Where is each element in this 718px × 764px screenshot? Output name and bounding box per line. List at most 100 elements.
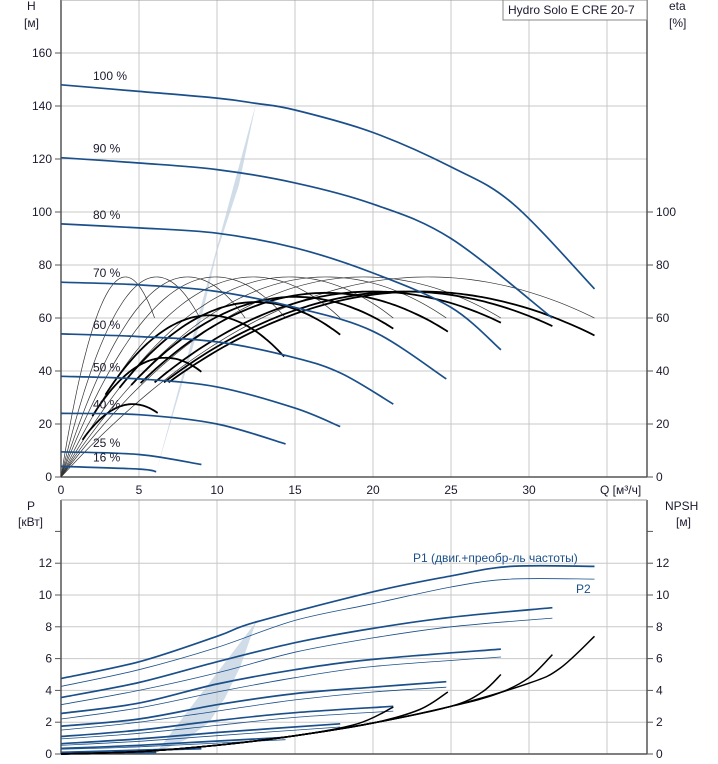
eta-curve [118,301,341,389]
head-y-tick-label: 60 [39,311,53,325]
head-y2-tick-label: 100 [656,205,676,219]
head-curve [60,223,502,351]
head-y2-tick-label: 0 [656,470,663,484]
y-axis-unit-p: [кВт] [18,515,43,529]
p1-curve [60,648,501,715]
speed-label: 16 % [93,450,121,464]
head-y2-tick-label: 40 [656,364,670,378]
eta-curve-thin [60,276,155,478]
p1-curve [60,606,553,699]
power-y-tick-label: 0 [45,747,52,761]
head-y-tick-label: 20 [39,417,53,431]
head-y-tick-label: 140 [32,99,52,113]
head-y-tick-label: 0 [45,470,52,484]
chart-title: Hydro Solo E CRE 20-7 [508,3,635,17]
speed-label: 60 % [93,318,121,332]
head-curve [60,281,447,380]
power-y2-tick-label: 0 [656,747,663,761]
power-y-tick-label: 10 [39,588,53,602]
x-tick-label: 30 [522,483,536,497]
x-tick-label: 0 [58,483,65,497]
head-curve [60,465,157,473]
head-curve [60,156,553,319]
power-y2-tick-label: 10 [656,588,670,602]
speed-label: 90 % [93,142,121,156]
head-curve [60,83,596,290]
p2-curve [60,686,447,731]
power-y-tick-label: 12 [39,556,53,570]
npsh-curve [60,691,449,755]
x-tick-label: 25 [444,483,458,497]
eta-curve [163,290,553,384]
p2-curve [60,578,595,687]
p2-curve [60,710,394,740]
head-y-tick-label: 120 [32,152,52,166]
eta-curve-thin [60,276,201,478]
head-y-tick-label: 40 [39,364,53,378]
p2-curve [60,656,501,720]
speed-label: 70 % [93,266,121,280]
eta-curve-thin [60,276,595,478]
power-y-tick-label: 4 [45,683,52,697]
title-box: Hydro Solo E CRE 20-7 [502,0,648,21]
power-y-tick-label: 8 [45,620,52,634]
power-y2-tick-label: 8 [656,620,663,634]
power-y2-tick-label: 12 [656,556,670,570]
head-y-tick-label: 80 [39,258,53,272]
head-efficiency-plot: 0 20 40 60 80 100 120 140 160 0 20 40 60 80 100 0 5 10 15 2… [32,0,676,497]
eta-curve [130,295,394,386]
head-y-tick-label: 100 [32,205,52,219]
x-axis-label-q: Q [м³/ч] [600,483,641,497]
y2-axis-label-eta: eta [669,0,686,13]
head-y2-tick-label: 20 [656,417,670,431]
eta-curve-thin [60,276,394,478]
p2-curve [60,726,341,746]
power-y-tick-label: 6 [45,652,52,666]
p1-curve [60,680,447,728]
npsh-curve [60,635,596,755]
eta-curve [154,290,502,384]
power-y-tick-label: 2 [45,715,52,729]
head-curve [60,333,394,405]
speed-label: 25 % [93,436,121,450]
head-y-tick-label: 160 [32,46,52,60]
y2-axis-unit-eta: [%] [669,16,686,30]
eta-curve [81,403,159,441]
speed-label: 50 % [93,360,121,374]
p1-curve [60,564,595,680]
y-axis-label-h: H [27,0,36,13]
head-y2-tick-label: 60 [656,311,670,325]
head-curve [60,375,341,428]
eta-curve [168,290,595,384]
power-y2-tick-label: 4 [656,683,663,697]
y2-axis-label-npsh: NPSH [665,499,698,513]
speed-label: 40 % [93,397,121,411]
y-axis-label-p: P [27,499,35,513]
p1-curve [60,736,286,750]
x-tick-label: 10 [210,483,224,497]
p1-curve [60,722,341,745]
power-y2-tick-label: 6 [656,652,663,666]
p2-annotation: P2 [576,582,591,596]
eta-curve-thin [60,276,447,478]
eta-curve-thin [60,276,246,478]
x-tick-label: 15 [288,483,302,497]
power-npsh-plot: 0 2 4 6 8 10 12 0 2 4 6 8 10 12 [39,499,670,761]
head-curve [60,450,202,466]
speed-label: 80 % [93,208,121,222]
y2-axis-unit-npsh: [м] [676,515,691,529]
eta-curve-thin [60,276,286,478]
p2-curve [60,617,553,706]
p1-curve [60,747,202,754]
eta-curve-thin [60,276,502,478]
p1-annotation: P1 (двиг.+преобр-ль частоты) [413,551,578,565]
p1-curve [60,705,394,738]
y-axis-unit-h: [м] [24,16,39,30]
x-tick-label: 5 [136,483,143,497]
head-y2-tick-label: 80 [656,258,670,272]
x-tick-label: 20 [366,483,380,497]
head-curve [60,412,286,445]
power-y2-tick-label: 2 [656,715,663,729]
speed-label: 100 % [93,69,127,83]
